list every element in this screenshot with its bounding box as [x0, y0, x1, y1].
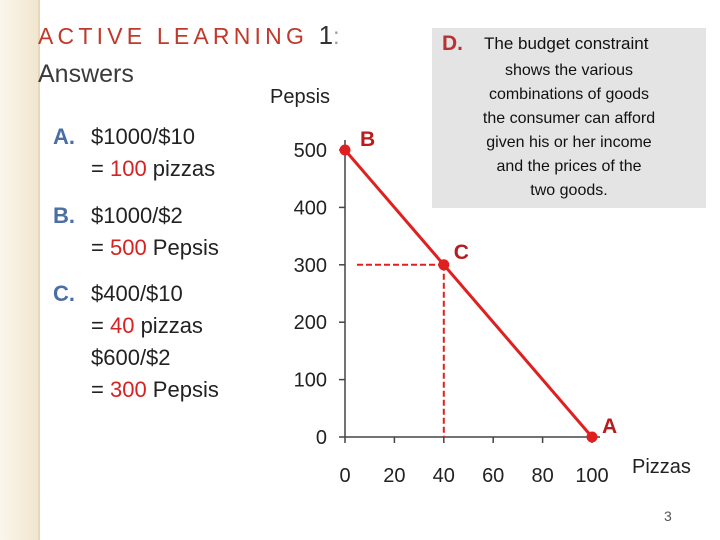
y-axis-label: Pepsis — [270, 86, 330, 108]
definition-head: The budget constraint — [484, 34, 649, 53]
answer-label: B. — [53, 203, 75, 228]
slide-title: ACTIVE LEARNING 1: — [38, 20, 340, 51]
point-marker-c — [438, 259, 450, 271]
definition-text: shows the various combinations of goods … — [432, 59, 706, 203]
answer-line: $1000/$10 — [91, 124, 195, 149]
definition-box: D. The budget constraint shows the vario… — [432, 28, 706, 208]
definition-line: the consumer can afford — [482, 110, 656, 127]
answer-result: = 300 Pepsis — [91, 377, 219, 402]
slide-title-colon: : — [333, 23, 340, 49]
answer-c: C. $400/$10 = 40 pizzas $600/$2 = 300 Pep… — [53, 278, 219, 406]
definition-line: two goods. — [530, 182, 608, 199]
y-tick-label: 0 — [316, 427, 327, 449]
point-label-b: B — [360, 128, 375, 151]
definition-label: D. — [442, 32, 463, 55]
point-label-c: C — [454, 241, 469, 264]
answer-line: $600/$2 — [91, 345, 171, 370]
x-tick-label: 40 — [433, 465, 455, 487]
x-tick-label: 0 — [339, 465, 350, 487]
point-marker-a — [586, 431, 598, 443]
y-tick-label: 100 — [294, 370, 327, 392]
x-tick-label: 100 — [575, 465, 608, 487]
point-label-a: A — [602, 415, 617, 438]
answer-result: = 40 pizzas — [91, 313, 203, 338]
x-tick-label: 60 — [482, 465, 504, 487]
page-number: 3 — [664, 508, 672, 524]
budget-constraint-line — [343, 149, 594, 438]
x-tick-label: 80 — [531, 465, 553, 487]
definition-line: and the prices of the — [496, 158, 642, 175]
answer-line: $400/$10 — [91, 281, 183, 306]
slide-title-text: ACTIVE LEARNING — [38, 23, 309, 49]
answer-label: A. — [53, 124, 75, 149]
x-tick-label: 20 — [383, 465, 405, 487]
slide-title-number: 1 — [318, 20, 334, 50]
left-decor-band — [0, 0, 38, 540]
answer-a: A. $1000/$10 = 100 pizzas — [53, 121, 215, 185]
definition-line: given his or her income — [486, 134, 652, 151]
answer-label: C. — [53, 281, 75, 306]
x-axis-label: Pizzas — [632, 456, 691, 478]
point-marker-b — [339, 144, 351, 156]
answer-result: = 100 pizzas — [91, 156, 216, 181]
answer-line: $1000/$2 — [91, 203, 183, 228]
slide-subtitle: Answers — [38, 60, 134, 88]
y-tick-label: 200 — [294, 312, 327, 334]
definition-line: shows the various — [504, 62, 634, 79]
left-decor-line — [38, 0, 40, 540]
y-tick-label: 500 — [294, 140, 327, 162]
answer-result: = 500 Pepsis — [91, 235, 219, 260]
definition-line: combinations of goods — [488, 86, 650, 103]
y-tick-label: 300 — [294, 255, 327, 277]
answer-b: B. $1000/$2 = 500 Pepsis — [53, 200, 219, 264]
y-tick-label: 400 — [294, 197, 327, 219]
